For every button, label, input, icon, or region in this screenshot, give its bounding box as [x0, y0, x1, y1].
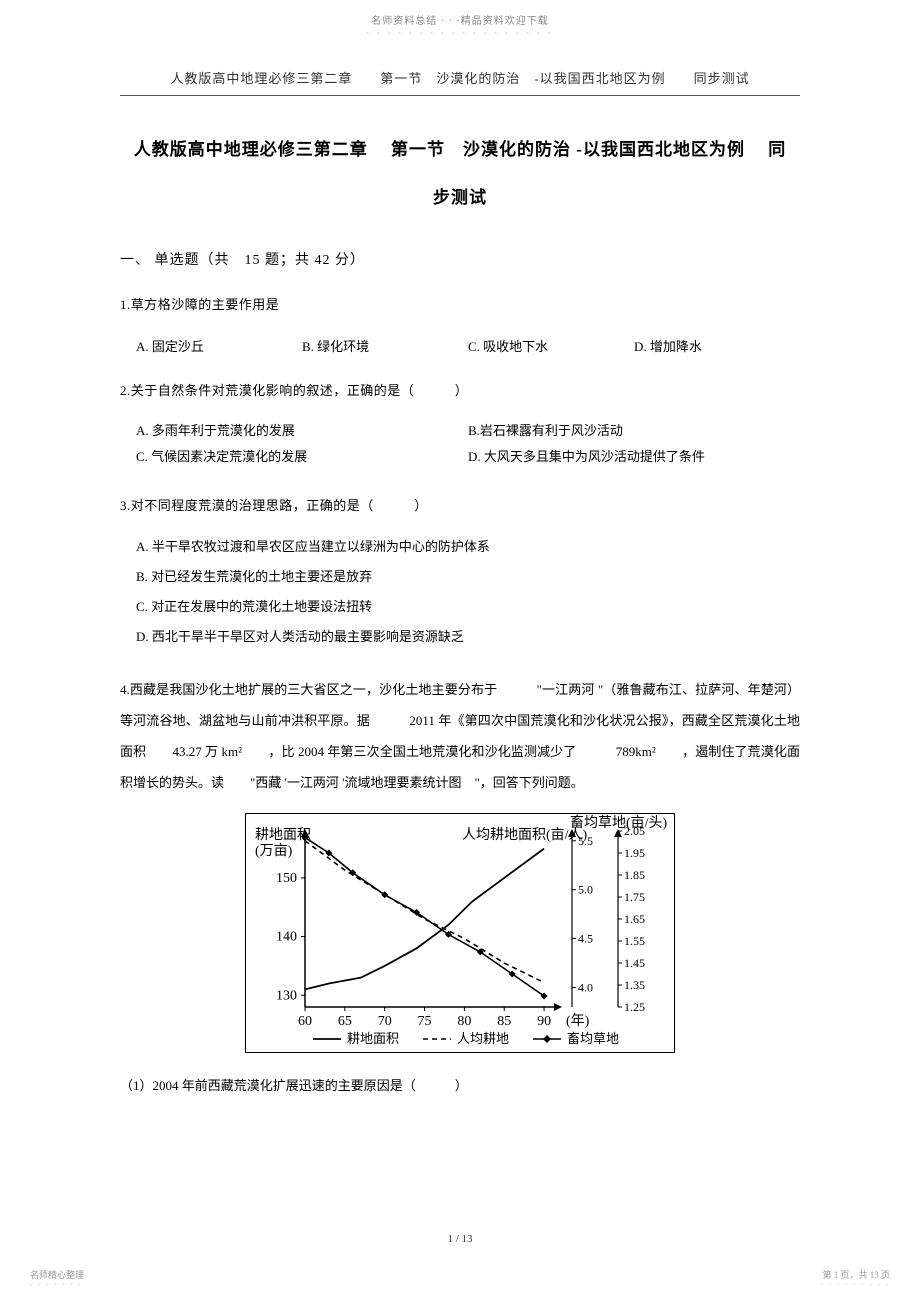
q1-stem: 1.草方格沙障的主要作用是 — [120, 293, 800, 318]
q2-opt-a: A. 多雨年利于荒漠化的发展 — [136, 418, 468, 444]
main-title-line1: 人教版高中地理必修三第二章 第一节 沙漠化的防治 -以我国西北地区为例 同 — [120, 126, 800, 174]
footer-right-text: 第 1 页，共 13 页 — [821, 1268, 890, 1281]
main-title: 人教版高中地理必修三第二章 第一节 沙漠化的防治 -以我国西北地区为例 同 步测… — [120, 126, 800, 221]
q2-opt-d: D. 大风天多且集中为风沙活动提供了条件 — [468, 444, 800, 470]
q3-stem: 3.对不同程度荒漠的治理思路，正确的是（ ） — [120, 494, 800, 519]
svg-text:耕地面积: 耕地面积 — [347, 1031, 399, 1046]
svg-text:(万亩): (万亩) — [255, 842, 293, 859]
svg-text:人均耕地面积(亩/人): 人均耕地面积(亩/人) — [462, 826, 588, 843]
svg-text:(年): (年) — [566, 1013, 590, 1029]
svg-text:65: 65 — [338, 1014, 352, 1029]
q1-opt-c: C. 吸收地下水 — [468, 336, 634, 355]
sub-header: 人教版高中地理必修三第二章 第一节 沙漠化的防治 -以我国西北地区为例 同步测试 — [0, 68, 920, 87]
svg-text:1.55: 1.55 — [624, 934, 645, 948]
chart-container: 130140150耕地面积(万亩)60657075808590(年)4.04.5… — [245, 813, 675, 1053]
main-title-line2: 步测试 — [120, 174, 800, 222]
footer-right: 第 1 页，共 13 页 · · · · · · · · · — [821, 1268, 890, 1289]
svg-text:70: 70 — [378, 1014, 392, 1029]
q1-opt-b: B. 绿化环境 — [302, 336, 468, 355]
svg-text:85: 85 — [497, 1014, 511, 1029]
svg-text:150: 150 — [276, 870, 297, 885]
q2-options: A. 多雨年利于荒漠化的发展 C. 气候因素决定荒漠化的发展 B.岩石裸露有利于… — [120, 418, 800, 470]
svg-text:畜均草地(亩/头): 畜均草地(亩/头) — [570, 814, 668, 831]
q4-sub1: （1）2004 年前西藏荒漠化扩展迅速的主要原因是（ ） — [120, 1075, 800, 1094]
q4-paragraph: 4.西藏是我国沙化土地扩展的三大省区之一，沙化土地主要分布于 "一江两河 "（雅… — [120, 674, 800, 799]
q3-opt-b: B. 对已经发生荒漠化的土地主要还是放弃 — [136, 562, 800, 592]
svg-text:75: 75 — [418, 1014, 432, 1029]
section-heading: 一、 单选题（共 15 题；共 42 分） — [120, 249, 800, 269]
svg-text:1.65: 1.65 — [624, 912, 645, 926]
svg-text:5.0: 5.0 — [578, 882, 593, 896]
q3-opt-a: A. 半干旱农牧过渡和旱农区应当建立以绿洲为中心的防护体系 — [136, 532, 800, 562]
footer-left: 名师精心整理 · · · · · · · — [30, 1268, 84, 1289]
divider-line — [120, 95, 800, 96]
page-number: 1 / 13 — [0, 1233, 920, 1245]
svg-text:130: 130 — [276, 988, 297, 1003]
top-header-text: 名师资料总结 · · ·精品资料欢迎下载 — [0, 12, 920, 27]
svg-text:60: 60 — [298, 1014, 312, 1029]
q2-opt-b: B.岩石裸露有利于风沙活动 — [468, 418, 800, 444]
q1-options: A. 固定沙丘 B. 绿化环境 C. 吸收地下水 D. 增加降水 — [120, 336, 800, 355]
svg-text:140: 140 — [276, 929, 297, 944]
top-header-dots: · · · · · · · · · · · · · · · · · · — [0, 29, 920, 38]
svg-text:1.45: 1.45 — [624, 956, 645, 970]
svg-text:90: 90 — [537, 1014, 551, 1029]
svg-text:80: 80 — [457, 1014, 471, 1029]
footer-right-dots: · · · · · · · · · — [821, 1281, 890, 1289]
q1-opt-d: D. 增加降水 — [634, 336, 800, 355]
top-header: 名师资料总结 · · ·精品资料欢迎下载 · · · · · · · · · ·… — [0, 0, 920, 38]
svg-text:4.5: 4.5 — [578, 931, 593, 945]
statistics-chart: 130140150耕地面积(万亩)60657075808590(年)4.04.5… — [245, 813, 675, 1053]
q2-stem: 2.关于自然条件对荒漠化影响的叙述，正确的是（ ） — [120, 379, 800, 404]
svg-text:1.95: 1.95 — [624, 846, 645, 860]
svg-text:1.25: 1.25 — [624, 1000, 645, 1014]
q3-opt-d: D. 西北干旱半干旱区对人类活动的最主要影响是资源缺乏 — [136, 622, 800, 652]
svg-text:1.85: 1.85 — [624, 868, 645, 882]
footer-left-text: 名师精心整理 — [30, 1268, 84, 1281]
svg-text:畜均草地: 畜均草地 — [567, 1031, 619, 1046]
svg-text:1.75: 1.75 — [624, 890, 645, 904]
q2-opt-c: C. 气候因素决定荒漠化的发展 — [136, 444, 468, 470]
footer-left-dots: · · · · · · · — [30, 1281, 84, 1289]
svg-text:人均耕地: 人均耕地 — [457, 1031, 509, 1046]
svg-text:耕地面积: 耕地面积 — [255, 826, 311, 843]
q1-opt-a: A. 固定沙丘 — [120, 336, 302, 355]
q3-options: A. 半干旱农牧过渡和旱农区应当建立以绿洲为中心的防护体系 B. 对已经发生荒漠… — [120, 532, 800, 652]
svg-text:1.35: 1.35 — [624, 978, 645, 992]
content-area: 人教版高中地理必修三第二章 第一节 沙漠化的防治 -以我国西北地区为例 同 步测… — [120, 126, 800, 1094]
q3-opt-c: C. 对正在发展中的荒漠化土地要设法扭转 — [136, 592, 800, 622]
svg-text:4.0: 4.0 — [578, 980, 593, 994]
